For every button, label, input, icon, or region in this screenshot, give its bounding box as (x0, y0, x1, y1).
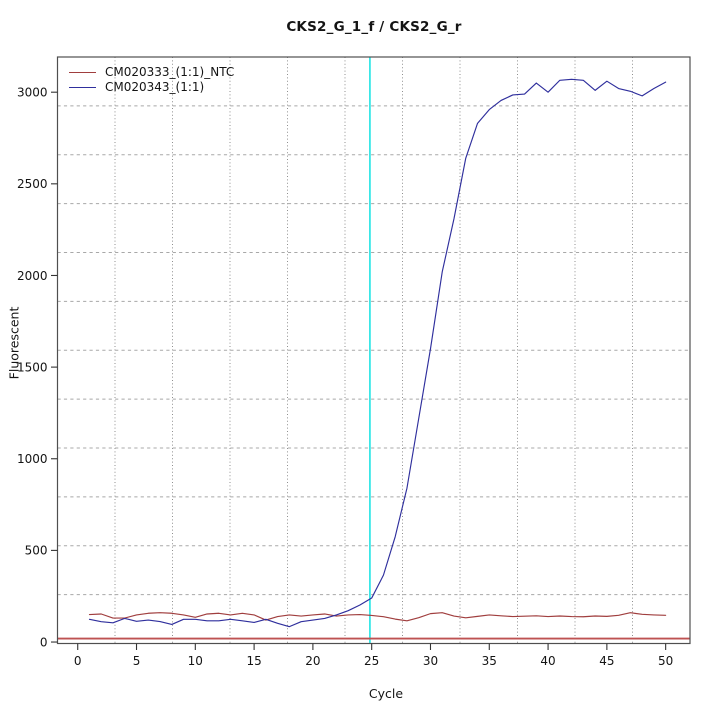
svg-text:30: 30 (423, 654, 438, 668)
legend-item-ntc: CM020333_(1:1)_NTC (69, 66, 234, 80)
svg-text:15: 15 (246, 654, 261, 668)
svg-text:25: 25 (364, 654, 379, 668)
svg-text:50: 50 (658, 654, 673, 668)
x-axis-label: Cycle (368, 686, 404, 701)
legend: CM020333_(1:1)_NTC CM020343_(1:1) (69, 66, 234, 94)
svg-text:500: 500 (25, 544, 48, 558)
svg-text:0: 0 (40, 635, 48, 649)
svg-text:40: 40 (540, 654, 555, 668)
legend-line-sample-icon (69, 86, 96, 88)
legend-line-ntc-icon (69, 72, 96, 74)
svg-text:1000: 1000 (17, 452, 48, 466)
svg-text:3000: 3000 (17, 85, 48, 99)
svg-text:45: 45 (599, 654, 614, 668)
legend-item-sample: CM020343_(1:1) (69, 79, 234, 95)
svg-text:2000: 2000 (17, 269, 48, 283)
svg-text:20: 20 (305, 654, 320, 668)
svg-text:1500: 1500 (17, 360, 48, 374)
svg-text:5: 5 (133, 654, 141, 668)
svg-text:0: 0 (74, 654, 82, 668)
legend-label-ntc: CM020333_(1:1)_NTC (105, 65, 235, 80)
legend-label-sample: CM020343_(1:1) (105, 79, 205, 94)
svg-text:35: 35 (482, 654, 497, 668)
y-axis-label: Fluorescent (6, 306, 22, 380)
svg-text:2500: 2500 (17, 177, 48, 191)
svg-text:10: 10 (188, 654, 203, 668)
chart-title: CKS2_G_1_f / CKS2_G_r (286, 19, 462, 35)
